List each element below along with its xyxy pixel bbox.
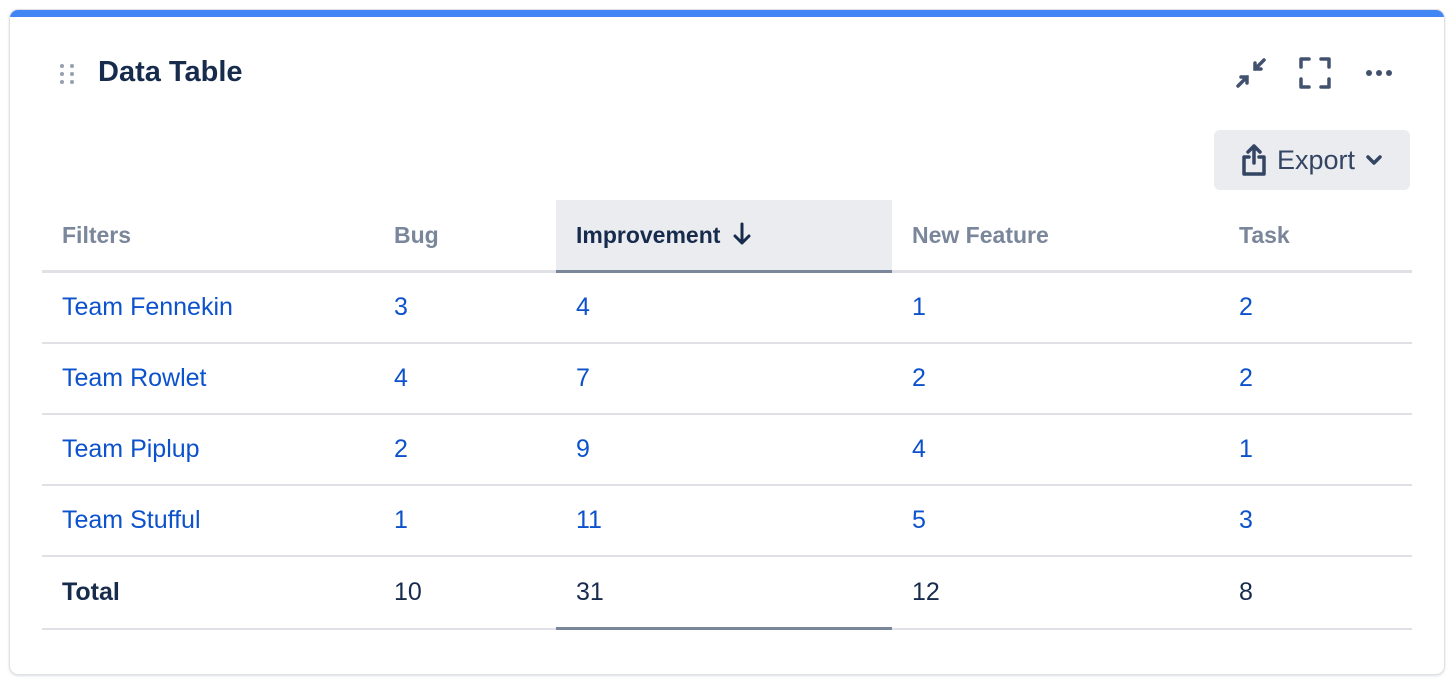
count-link[interactable]: 2 bbox=[1239, 364, 1253, 392]
cell-new-feature: 4 bbox=[892, 414, 1219, 486]
cell-new-feature: 1 bbox=[892, 271, 1219, 344]
total-task: 8 bbox=[1219, 556, 1412, 630]
cell-task: 3 bbox=[1219, 485, 1412, 557]
count-link[interactable]: 4 bbox=[576, 293, 590, 321]
team-link[interactable]: Team Fennekin bbox=[62, 293, 233, 321]
count-link[interactable]: 7 bbox=[576, 364, 590, 392]
gadget-title: Data Table bbox=[98, 56, 243, 88]
column-header-bug[interactable]: Bug bbox=[374, 200, 556, 273]
share-icon bbox=[1242, 144, 1266, 176]
cell-improvement: 11 bbox=[556, 485, 892, 557]
team-link[interactable]: Team Stufful bbox=[62, 506, 201, 534]
count-link[interactable]: 1 bbox=[912, 293, 926, 321]
accent-bar bbox=[10, 10, 1444, 17]
table-row: Team Piplup 2 9 4 1 bbox=[42, 414, 1412, 486]
cell-new-feature: 5 bbox=[892, 485, 1219, 557]
cell-filter: Team Stufful bbox=[42, 485, 374, 557]
cell-improvement: 7 bbox=[556, 343, 892, 415]
table-row: Team Stufful 1 11 5 3 bbox=[42, 485, 1412, 557]
team-link[interactable]: Team Rowlet bbox=[62, 364, 207, 392]
export-label: Export bbox=[1276, 144, 1356, 175]
count-link[interactable]: 4 bbox=[912, 435, 926, 463]
cell-task: 2 bbox=[1219, 271, 1412, 344]
column-header-new-feature[interactable]: New Feature bbox=[892, 200, 1219, 273]
count-link[interactable]: 3 bbox=[394, 293, 408, 321]
count-link[interactable]: 5 bbox=[912, 506, 926, 534]
minimize-icon[interactable] bbox=[1232, 54, 1270, 92]
total-improvement: 31 bbox=[556, 556, 892, 630]
count-link[interactable]: 1 bbox=[1239, 435, 1253, 463]
count-link[interactable]: 2 bbox=[394, 435, 408, 463]
cell-improvement: 9 bbox=[556, 414, 892, 486]
table-row: Team Rowlet 4 7 2 2 bbox=[42, 343, 1412, 415]
drag-handle-icon[interactable] bbox=[60, 64, 74, 86]
cell-bug: 2 bbox=[374, 414, 556, 486]
team-link[interactable]: Team Piplup bbox=[62, 435, 200, 463]
count-link[interactable]: 2 bbox=[912, 364, 926, 392]
chevron-down-icon bbox=[1366, 155, 1382, 165]
count-link[interactable]: 9 bbox=[576, 435, 590, 463]
cell-bug: 1 bbox=[374, 485, 556, 557]
data-table-gadget: Data Table Export Filters Bug Improvemen… bbox=[10, 10, 1444, 674]
total-bug: 10 bbox=[374, 556, 556, 630]
total-new-feature: 12 bbox=[892, 556, 1219, 630]
cell-bug: 3 bbox=[374, 271, 556, 344]
more-icon[interactable] bbox=[1360, 54, 1398, 92]
fullscreen-icon[interactable] bbox=[1296, 54, 1334, 92]
cell-filter: Team Piplup bbox=[42, 414, 374, 486]
count-link[interactable]: 4 bbox=[394, 364, 408, 392]
column-header-task[interactable]: Task bbox=[1219, 200, 1412, 273]
table-row: Team Fennekin 3 4 1 2 bbox=[42, 271, 1412, 344]
count-link[interactable]: 2 bbox=[1239, 293, 1253, 321]
total-filter: Total bbox=[42, 556, 374, 630]
total-row: Total 10 31 12 8 bbox=[42, 556, 1412, 630]
export-button[interactable]: Export bbox=[1214, 130, 1410, 190]
cell-improvement: 4 bbox=[556, 271, 892, 344]
cell-new-feature: 2 bbox=[892, 343, 1219, 415]
cell-task: 1 bbox=[1219, 414, 1412, 486]
cell-filter: Team Rowlet bbox=[42, 343, 374, 415]
cell-filter: Team Fennekin bbox=[42, 271, 374, 344]
arrow-down-icon bbox=[733, 222, 751, 244]
count-link[interactable]: 11 bbox=[576, 506, 602, 534]
column-header-improvement[interactable]: Improvement bbox=[556, 200, 892, 273]
cell-task: 2 bbox=[1219, 343, 1412, 415]
count-link[interactable]: 3 bbox=[1239, 506, 1253, 534]
cell-bug: 4 bbox=[374, 343, 556, 415]
count-link[interactable]: 1 bbox=[394, 506, 408, 534]
data-table: Filters Bug Improvement New Feature Task… bbox=[42, 200, 1412, 630]
column-header-filters[interactable]: Filters bbox=[42, 200, 374, 273]
